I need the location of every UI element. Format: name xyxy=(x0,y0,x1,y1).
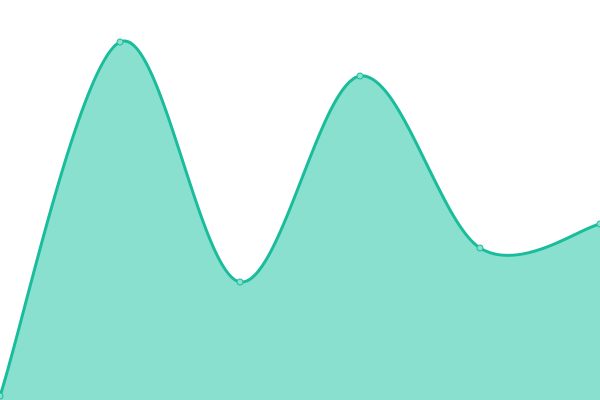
data-point-2 xyxy=(236,278,244,286)
data-point-1 xyxy=(116,38,124,46)
series-line xyxy=(0,39,600,397)
data-point-0 xyxy=(0,392,4,400)
data-markers xyxy=(0,38,600,400)
area-fill xyxy=(0,41,600,400)
data-point-3 xyxy=(356,72,364,80)
data-point-4 xyxy=(476,244,484,252)
data-point-5 xyxy=(596,220,600,228)
